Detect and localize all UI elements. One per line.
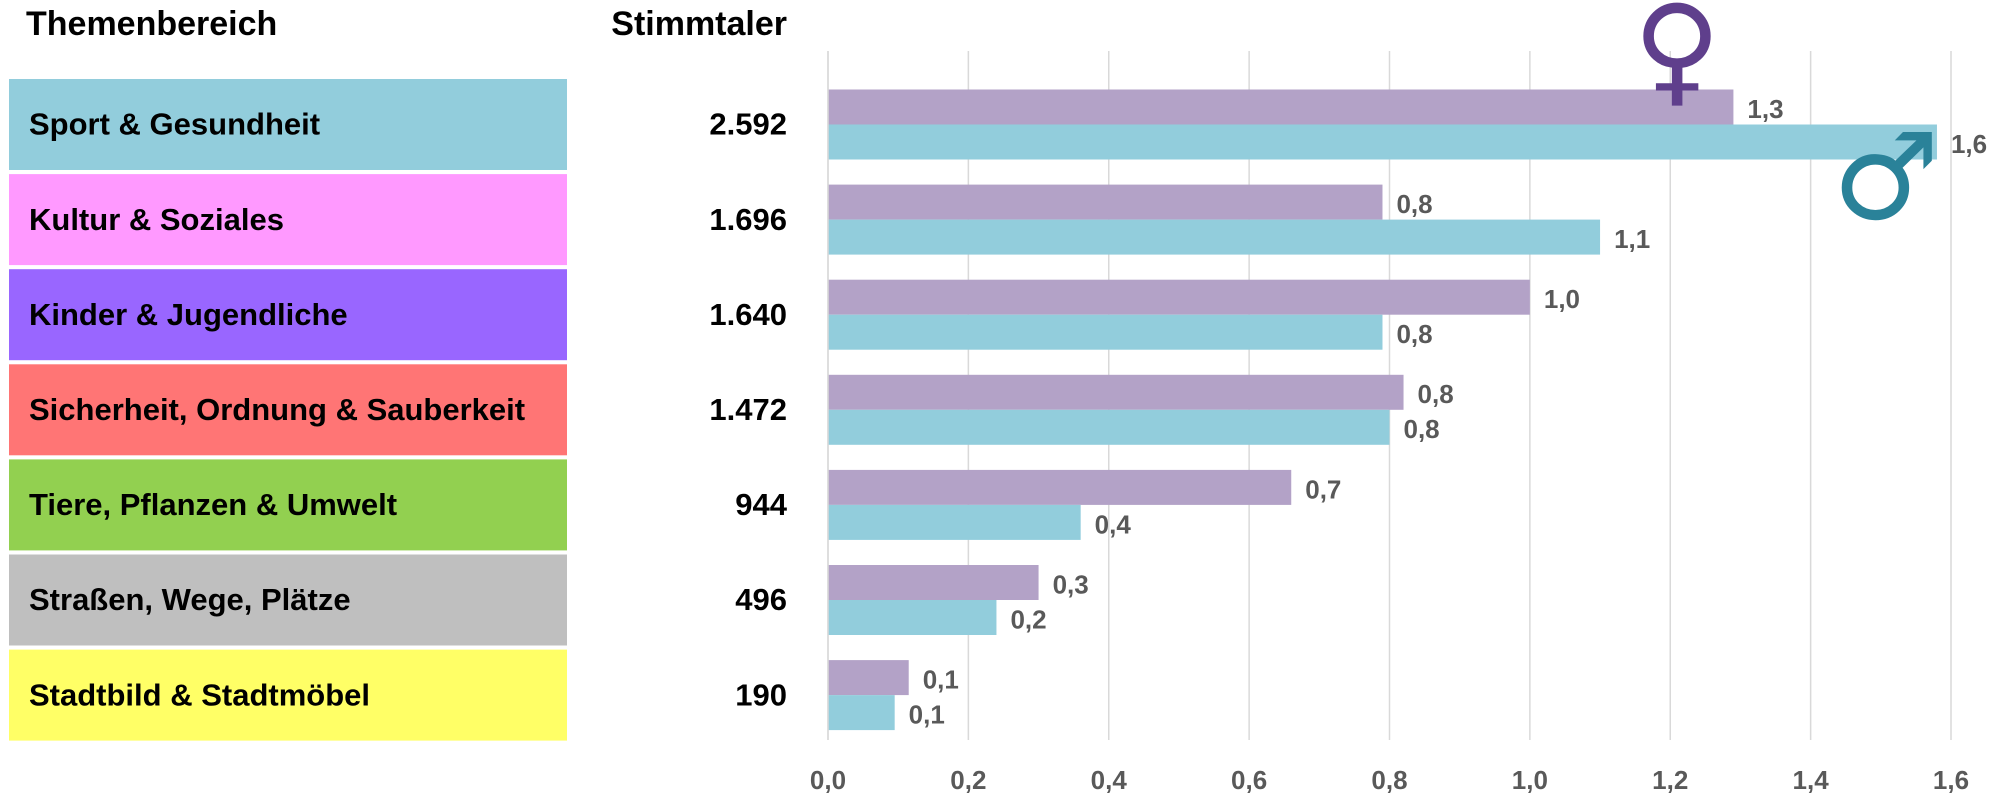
value-label: 0,4 bbox=[1095, 509, 1132, 539]
stimmtaler-value: 1.640 bbox=[709, 297, 787, 332]
value-label: 1,6 bbox=[1951, 129, 1987, 159]
x-tick-label: 0,2 bbox=[950, 765, 986, 795]
category-box bbox=[9, 174, 567, 266]
bar bbox=[828, 219, 1601, 255]
count-header: Stimmtaler bbox=[611, 5, 787, 43]
bar bbox=[828, 504, 1081, 540]
category-header: Themenbereich bbox=[26, 5, 277, 43]
value-label: 0,1 bbox=[909, 699, 945, 729]
x-tick-label: 1,2 bbox=[1652, 765, 1688, 795]
category-label: Stadtbild & Stadtmöbel bbox=[29, 677, 370, 712]
value-label: 0,2 bbox=[1010, 604, 1046, 634]
bar bbox=[828, 565, 1039, 600]
bar bbox=[828, 695, 895, 731]
bar bbox=[828, 469, 1292, 505]
x-tick-label: 0,4 bbox=[1091, 765, 1128, 795]
bar bbox=[828, 184, 1383, 220]
value-label: 0,8 bbox=[1396, 189, 1432, 219]
category-box bbox=[9, 459, 567, 551]
x-tick-label: 1,0 bbox=[1512, 765, 1548, 795]
stimmtaler-value: 944 bbox=[735, 487, 787, 522]
category-box bbox=[9, 79, 567, 170]
category-label: Kultur & Soziales bbox=[29, 202, 284, 237]
value-label: 1,0 bbox=[1544, 284, 1580, 314]
bar bbox=[828, 600, 997, 635]
value-label: 1,3 bbox=[1747, 94, 1783, 124]
stimmtaler-value: 1.696 bbox=[709, 202, 787, 237]
series-symbol: ♀ bbox=[1633, 0, 1721, 120]
category-label: Kinder & Jugendliche bbox=[29, 297, 348, 332]
bar bbox=[828, 314, 1383, 350]
bar bbox=[828, 660, 909, 696]
value-label: 0,1 bbox=[923, 664, 959, 694]
x-tick-label: 1,4 bbox=[1793, 765, 1830, 795]
x-tick-label: 0,6 bbox=[1231, 765, 1267, 795]
bar bbox=[828, 89, 1734, 125]
series-symbol: ♂ bbox=[1832, 109, 1940, 248]
category-box bbox=[9, 649, 567, 741]
value-label: 0,8 bbox=[1418, 379, 1454, 409]
bar bbox=[828, 374, 1404, 410]
category-box bbox=[9, 364, 567, 456]
category-label: Sport & Gesundheit bbox=[29, 107, 320, 142]
category-label: Sicherheit, Ordnung & Sauberkeit bbox=[29, 392, 525, 427]
bar bbox=[828, 124, 1937, 160]
x-tick-label: 1,6 bbox=[1933, 765, 1969, 795]
category-box bbox=[9, 269, 567, 361]
value-label: 0,8 bbox=[1404, 414, 1440, 444]
x-tick-label: 0,0 bbox=[810, 765, 846, 795]
bar bbox=[828, 409, 1390, 445]
category-label: Tiere, Pflanzen & Umwelt bbox=[29, 487, 397, 522]
stimmtaler-value: 1.472 bbox=[709, 392, 787, 427]
category-label: Straßen, Wege, Plätze bbox=[29, 582, 351, 617]
value-label: 1,1 bbox=[1614, 224, 1650, 254]
stimmtaler-value: 2.592 bbox=[709, 107, 787, 142]
x-tick-label: 0,8 bbox=[1371, 765, 1407, 795]
value-label: 0,7 bbox=[1305, 474, 1341, 504]
stimmtaler-value: 496 bbox=[735, 582, 787, 617]
category-box bbox=[9, 554, 567, 646]
value-label: 0,8 bbox=[1396, 319, 1432, 349]
value-label: 0,3 bbox=[1053, 569, 1089, 599]
stimmtaler-value: 190 bbox=[735, 677, 787, 712]
bar bbox=[828, 279, 1530, 315]
